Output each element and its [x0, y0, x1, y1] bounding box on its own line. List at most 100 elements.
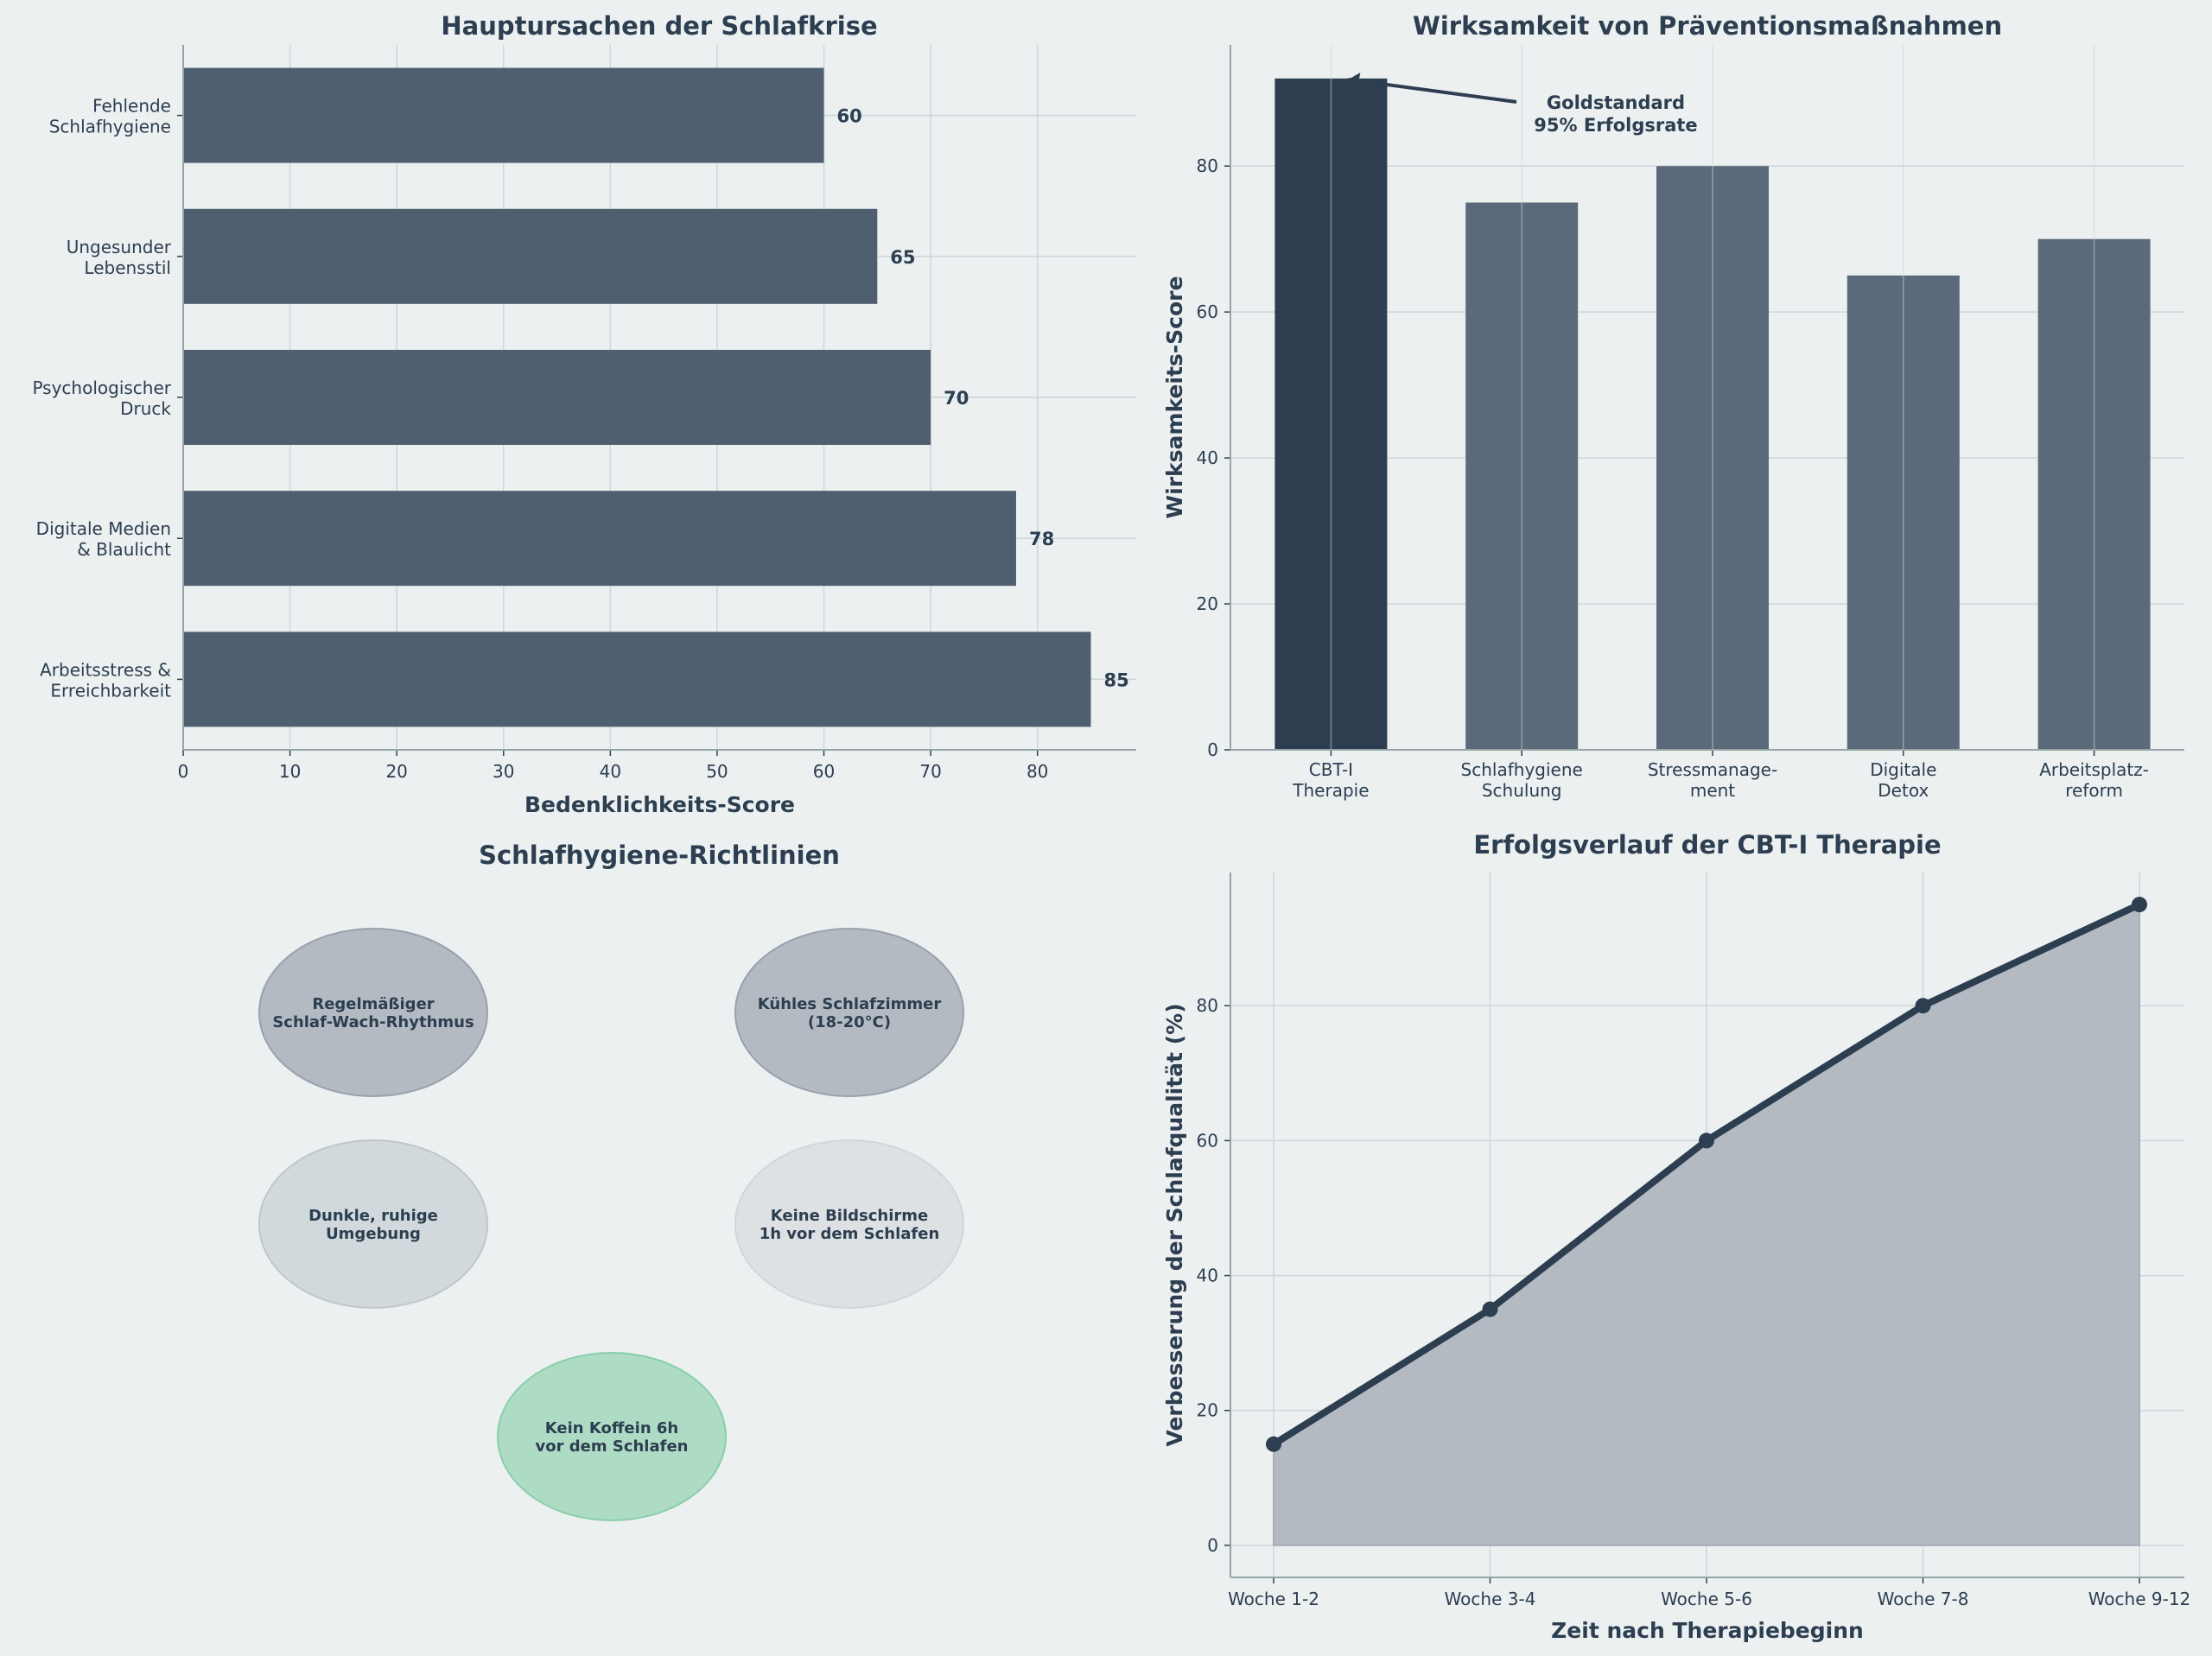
y-tick-label-line: Psychologischer: [32, 378, 171, 398]
chart-causes: Hauptursachen der Schlafkrise 0 10 20 30 40 50…: [32, 11, 1136, 817]
data-point: [1266, 1436, 1281, 1452]
annotation-text-line: 95% Erfolgsrate: [1534, 115, 1697, 136]
data-label: 85: [1103, 669, 1128, 690]
bar: [183, 350, 931, 445]
y-tick-label: Digitale Medien & Blaulicht: [36, 518, 171, 560]
guideline-text-line: Umgebung: [326, 1225, 421, 1243]
diagram-guidelines: Schlafhygiene-Richtlinien Regelmäßiger Sch…: [258, 841, 964, 1521]
chart-title: Erfolgsverlauf der CBT-I Therapie: [1473, 830, 1941, 860]
y-tick-label: 20: [1197, 1400, 1218, 1421]
arrow-head-icon: [1348, 73, 1361, 81]
y-tick-label: Arbeitsstress & Erreichbarkeit: [40, 659, 171, 701]
annotation-text: Goldstandard 95% Erfolgsrate: [1534, 92, 1697, 136]
y-tick-label: Psychologischer Druck: [32, 378, 171, 419]
guideline-ellipse: [734, 928, 964, 1097]
x-tick-label: Woche 7-8: [1878, 1589, 1969, 1609]
x-tick-label-line: Digitale: [1870, 759, 1936, 780]
chart-prevention: Wirksamkeit von Präventionsmaßnahmen 0 20 4…: [1162, 11, 2184, 801]
x-tick-label: 30: [493, 761, 514, 782]
data-point: [1915, 998, 1931, 1014]
data-point: [2132, 897, 2147, 913]
x-tick-label: 60: [813, 761, 835, 782]
annotation-arrow: [1348, 78, 1517, 104]
x-tick-label: Schlafhygiene Schulung: [1461, 759, 1583, 801]
data-label: 65: [890, 247, 915, 268]
x-tick-label: Digitale Detox: [1870, 759, 1936, 801]
guideline-text-line: Schlaf-Wach-Rhythmus: [272, 1013, 474, 1031]
guideline-text-line: 1h vor dem Schlafen: [760, 1225, 940, 1243]
x-axis-label: Zeit nach Therapiebeginn: [1551, 1618, 1864, 1643]
bar: [183, 208, 878, 304]
y-tick-label: Fehlende Schlafhygiene: [49, 96, 171, 137]
y-tick-label-line: & Blaulicht: [77, 539, 171, 560]
x-tick-label-line: reform: [2065, 780, 2123, 801]
y-tick-label-line: Lebensstil: [84, 257, 171, 278]
y-tick-label-line: Druck: [120, 398, 171, 419]
y-tick-label-line: Fehlende: [92, 96, 171, 117]
y-tick-label: 0: [1207, 739, 1218, 760]
x-tick-label-line: Schlafhygiene: [1461, 759, 1583, 780]
data-point: [1699, 1133, 1714, 1149]
data-label: 78: [1029, 529, 1054, 549]
data-label: 60: [837, 106, 862, 127]
x-tick-label: CBT-I Therapie: [1292, 759, 1369, 801]
guideline-text-line: Keine Bildschirme: [771, 1207, 928, 1225]
chart-cbti-progress: Erfolgsverlauf der CBT-I Therapie 0 20 40 60…: [1162, 830, 2190, 1643]
guideline-text: Kein Koffein 6h vor dem Schlafen: [536, 1419, 689, 1456]
x-tick-label: Woche 5-6: [1661, 1589, 1752, 1609]
guideline-text: Dunkle, ruhige Umgebung: [308, 1207, 438, 1243]
y-tick-label: 20: [1197, 593, 1218, 614]
guideline-ellipse: [258, 1139, 488, 1309]
guideline-ellipse: [258, 928, 488, 1097]
guideline-text-line: Dunkle, ruhige: [308, 1207, 438, 1225]
guideline-text-line: Kein Koffein 6h: [545, 1419, 678, 1437]
guideline-text-line: vor dem Schlafen: [536, 1437, 689, 1456]
data-label: 70: [944, 388, 969, 409]
x-tick-label-line: Schulung: [1482, 780, 1562, 801]
x-tick-label: Woche 3-4: [1445, 1589, 1536, 1609]
bar: [183, 491, 1016, 587]
x-tick-label: Woche 1-2: [1228, 1589, 1319, 1609]
x-tick-label-line: Detox: [1878, 780, 1929, 801]
x-tick-label: Stressmanage-ment: [1648, 759, 1777, 801]
y-axis-label: Wirksamkeits-Score: [1162, 276, 1187, 519]
y-tick-label: 60: [1197, 1130, 1218, 1151]
x-tick-label: 40: [600, 761, 621, 782]
x-tick-label: Arbeitsplatz-reform: [2039, 759, 2149, 801]
y-tick-label-line: Arbeitsstress &: [40, 659, 171, 680]
x-tick-label-line: Stressmanage-: [1648, 759, 1777, 780]
chart-title: Schlafhygiene-Richtlinien: [479, 841, 840, 870]
x-tick-label: 20: [385, 761, 407, 782]
guideline-text-line: Regelmäßiger: [312, 995, 434, 1013]
x-tick-label-line: Therapie: [1292, 780, 1369, 801]
bar: [183, 67, 824, 163]
y-tick-label: 60: [1197, 301, 1218, 322]
y-tick-label: Ungesunder Lebensstil: [67, 237, 172, 278]
guideline-text: Kühles Schlafzimmer (18-20°C): [758, 995, 942, 1031]
chart-title: Wirksamkeit von Präventionsmaßnahmen: [1413, 11, 2002, 41]
y-tick-label: 40: [1197, 447, 1218, 468]
x-tick-label-line: CBT-I: [1309, 759, 1353, 780]
data-point: [1482, 1301, 1498, 1317]
y-tick-label-line: Schlafhygiene: [49, 117, 171, 137]
guideline-text-line: (18-20°C): [808, 1013, 891, 1031]
y-tick-label-line: Ungesunder: [67, 237, 172, 257]
y-tick-label-line: Digitale Medien: [36, 518, 171, 539]
bar: [183, 631, 1091, 727]
y-axis-label: Verbesserung der Schlafqualität (%): [1162, 1003, 1187, 1446]
chart-title: Hauptursachen der Schlafkrise: [441, 11, 877, 41]
guideline-ellipse: [497, 1352, 727, 1521]
guideline-text-line: Kühles Schlafzimmer: [758, 995, 942, 1013]
x-axis-label: Bedenklichkeits-Score: [524, 792, 795, 817]
y-tick-label: 80: [1197, 155, 1218, 176]
guideline-text: Regelmäßiger Schlaf-Wach-Rhythmus: [272, 995, 474, 1031]
x-tick-label: 0: [178, 761, 189, 782]
x-tick-label: 50: [706, 761, 728, 782]
y-tick-label: 80: [1197, 995, 1218, 1016]
y-tick-label: 0: [1207, 1535, 1218, 1556]
x-tick-label: 80: [1027, 761, 1048, 782]
x-tick-label: 10: [279, 761, 301, 782]
x-tick-label: Woche 9-12: [2088, 1589, 2191, 1609]
x-tick-label: 70: [919, 761, 941, 782]
